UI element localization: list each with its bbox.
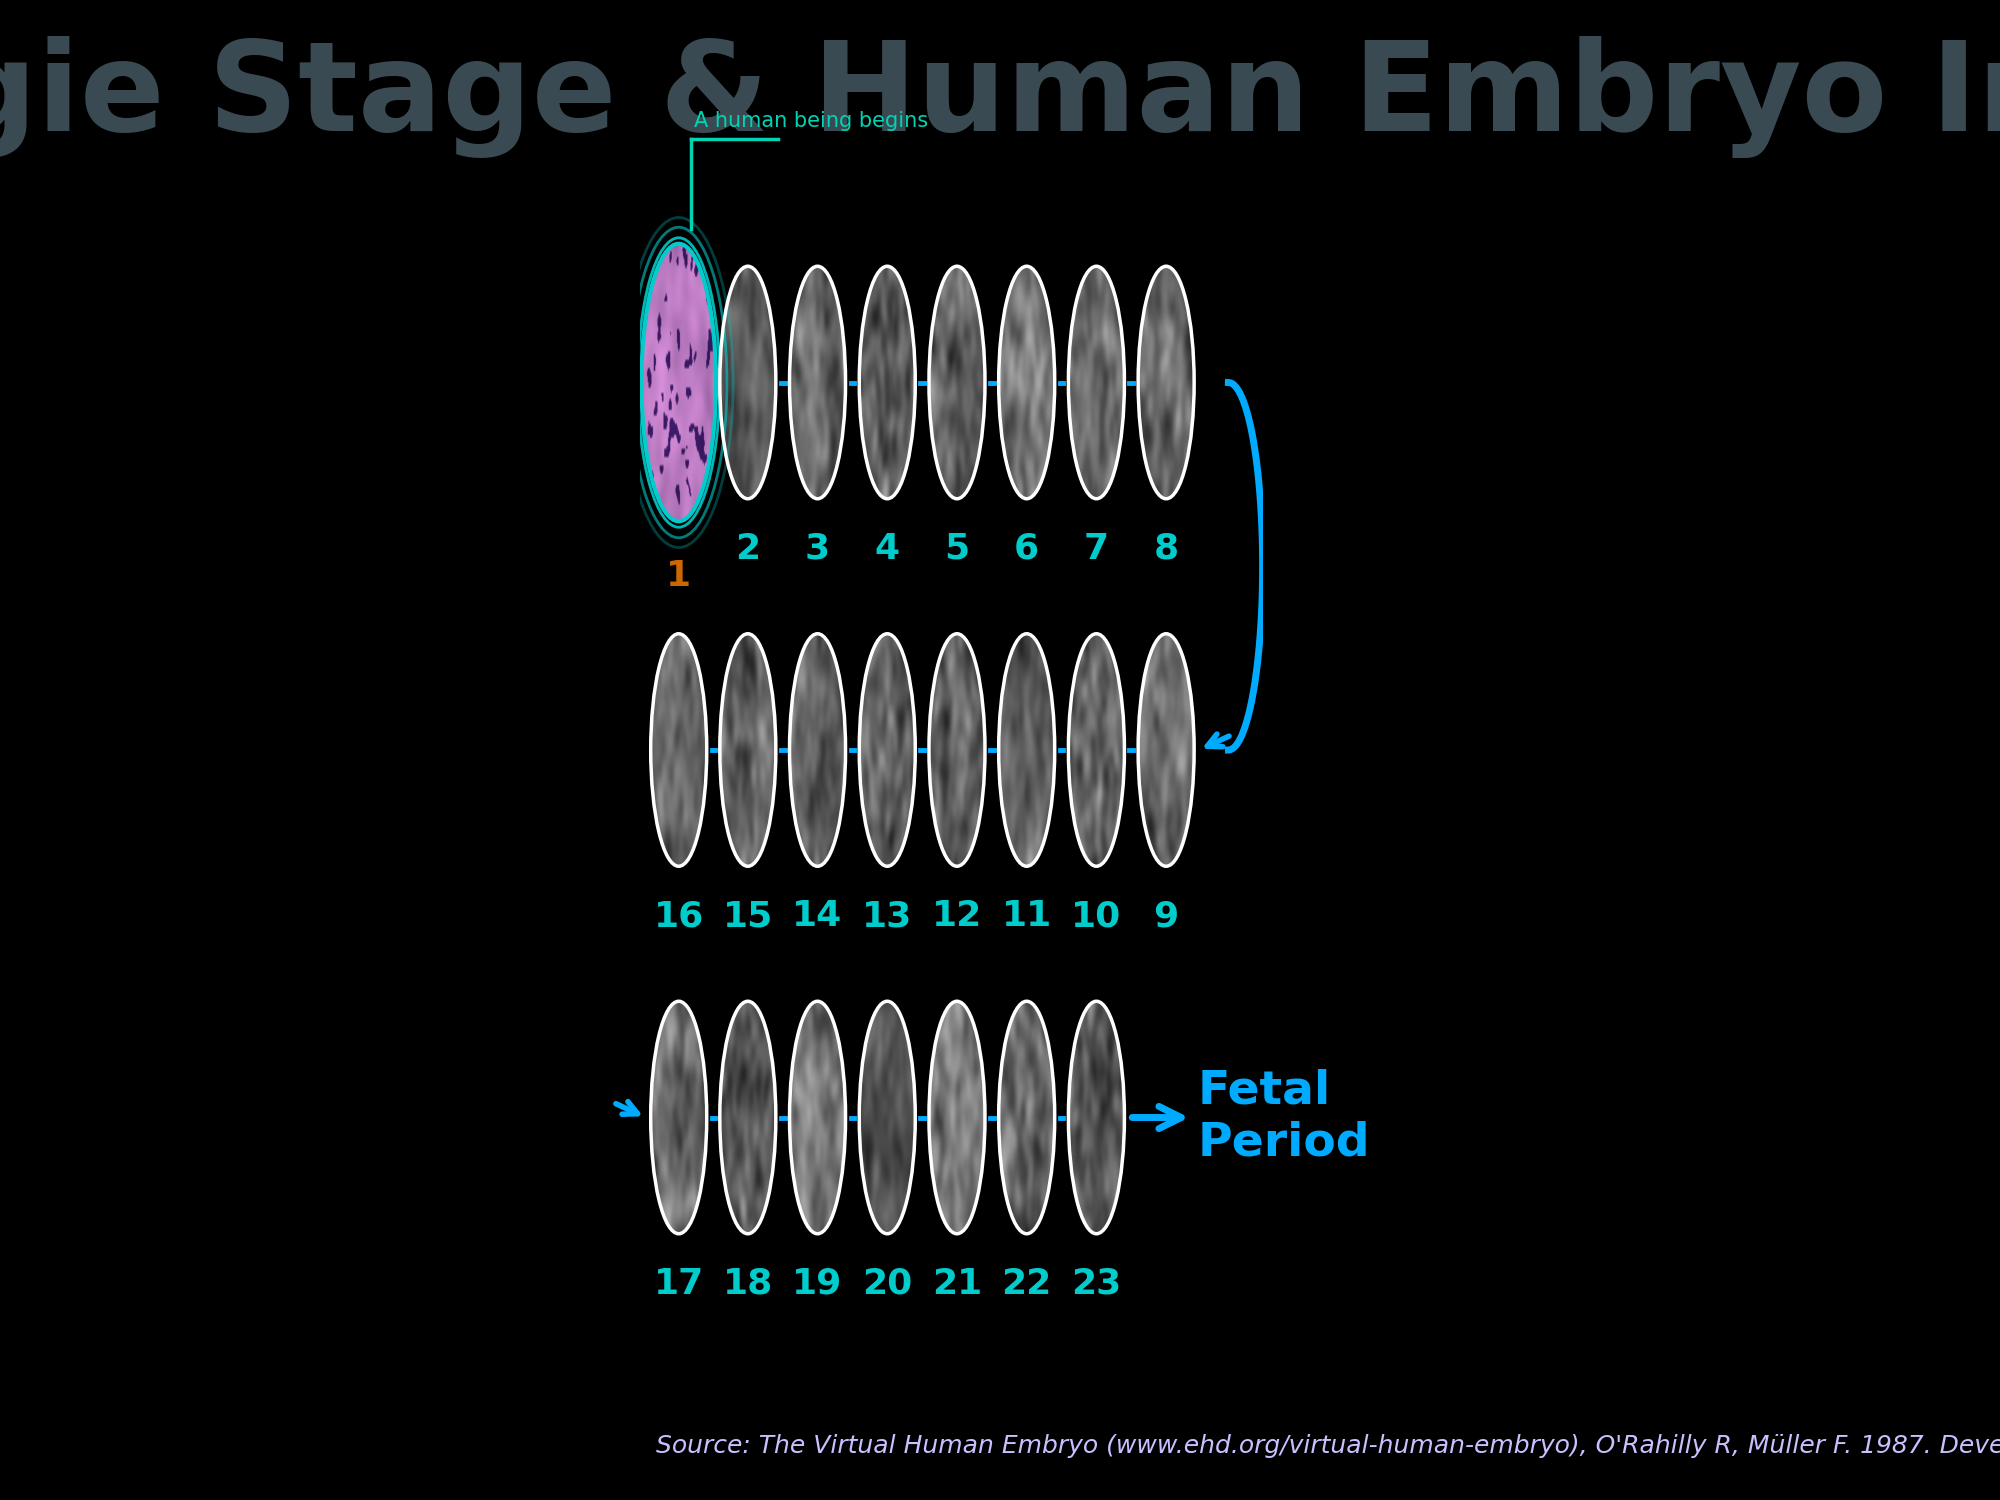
Text: Carnegie Stage & Human Embryo Image: Carnegie Stage & Human Embryo Image	[0, 36, 2000, 159]
Ellipse shape	[790, 267, 846, 498]
Text: 4: 4	[874, 532, 900, 566]
Ellipse shape	[642, 243, 716, 522]
Ellipse shape	[998, 633, 1054, 867]
Ellipse shape	[1068, 267, 1124, 498]
Text: 7: 7	[1084, 532, 1108, 566]
Text: 5: 5	[944, 532, 970, 566]
Text: 20: 20	[862, 1266, 912, 1300]
Text: 14: 14	[792, 900, 842, 933]
Ellipse shape	[860, 267, 916, 498]
Text: 15: 15	[722, 900, 772, 933]
Text: 22: 22	[1002, 1266, 1052, 1300]
Text: 2: 2	[736, 532, 760, 566]
Ellipse shape	[790, 1002, 846, 1233]
Ellipse shape	[720, 633, 776, 867]
Text: 13: 13	[862, 900, 912, 933]
Ellipse shape	[720, 267, 776, 498]
Ellipse shape	[1138, 267, 1194, 498]
Text: 16: 16	[654, 900, 704, 933]
Ellipse shape	[928, 1002, 984, 1233]
Ellipse shape	[650, 1002, 706, 1233]
Ellipse shape	[928, 267, 984, 498]
Ellipse shape	[720, 1002, 776, 1233]
Text: 21: 21	[932, 1266, 982, 1300]
Text: 17: 17	[654, 1266, 704, 1300]
Text: Source: The Virtual Human Embryo (www.ehd.org/virtual-human-embryo), O'Rahilly R: Source: The Virtual Human Embryo (www.eh…	[656, 1434, 2000, 1458]
Text: 12: 12	[932, 900, 982, 933]
Text: Fetal
Period: Fetal Period	[1198, 1070, 1370, 1166]
Text: 10: 10	[1072, 900, 1122, 933]
Text: 3: 3	[804, 532, 830, 566]
Text: A human being begins: A human being begins	[694, 111, 928, 130]
Text: 23: 23	[1072, 1266, 1122, 1300]
Ellipse shape	[1068, 1002, 1124, 1233]
Text: 6: 6	[1014, 532, 1040, 566]
Text: 19: 19	[792, 1266, 842, 1300]
Ellipse shape	[1068, 633, 1124, 867]
Text: 8: 8	[1154, 532, 1178, 566]
Ellipse shape	[790, 633, 846, 867]
Ellipse shape	[928, 633, 984, 867]
Ellipse shape	[860, 633, 916, 867]
Text: 18: 18	[722, 1266, 772, 1300]
Ellipse shape	[860, 1002, 916, 1233]
Ellipse shape	[650, 633, 706, 867]
Text: 9: 9	[1154, 900, 1178, 933]
Ellipse shape	[998, 1002, 1054, 1233]
Ellipse shape	[1138, 633, 1194, 867]
Ellipse shape	[998, 267, 1054, 498]
Text: 1: 1	[666, 560, 692, 592]
Text: 11: 11	[1002, 900, 1052, 933]
